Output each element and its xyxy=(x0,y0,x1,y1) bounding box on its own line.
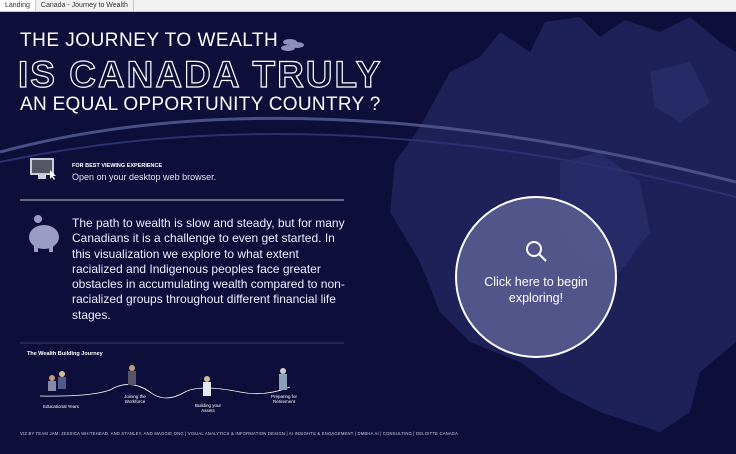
stage-label: Preparing for Retirement xyxy=(270,394,297,404)
tab[interactable]: Landing xyxy=(0,0,36,11)
tab-bar: Landing Canada - Journey to Wealth xyxy=(0,0,736,12)
figures xyxy=(48,365,287,396)
tab[interactable]: Canada - Journey to Wealth xyxy=(35,0,134,11)
title-line: THE JOURNEY TO WEALTH xyxy=(20,30,279,51)
viewing-text: Open on your desktop web browser. xyxy=(72,172,217,182)
explore-button[interactable]: Click here to begin exploring! xyxy=(484,275,588,305)
journey-title: The Wealth Building Journey xyxy=(27,351,103,357)
background-art xyxy=(0,17,736,432)
monitor-icon xyxy=(30,158,56,180)
explore-circle[interactable] xyxy=(455,196,617,358)
title-main: IS CANADA TRULY xyxy=(17,53,383,95)
journey-path xyxy=(39,384,291,399)
stage-label: Educational Years xyxy=(42,404,80,409)
arc xyxy=(0,133,736,198)
footer: VIZ BY TEAM JAM: JESSICA WHITEHEAD, AND … xyxy=(20,431,459,436)
stage-label: Building your Assets xyxy=(194,403,221,413)
search-icon xyxy=(526,241,547,262)
stage-label: Joining the Workforce xyxy=(124,394,146,404)
arc xyxy=(0,116,736,184)
piggy-icon xyxy=(29,215,59,252)
viewing-heading: FOR BEST VIEWING EXPERIENCE xyxy=(72,163,163,169)
intro-text: The path to wealth is slow and steady, b… xyxy=(72,216,345,322)
title-line: AN EQUAL OPPORTUNITY COUNTRY ? xyxy=(20,94,381,115)
coins-icon xyxy=(281,39,304,51)
map-detail xyxy=(560,62,710,272)
